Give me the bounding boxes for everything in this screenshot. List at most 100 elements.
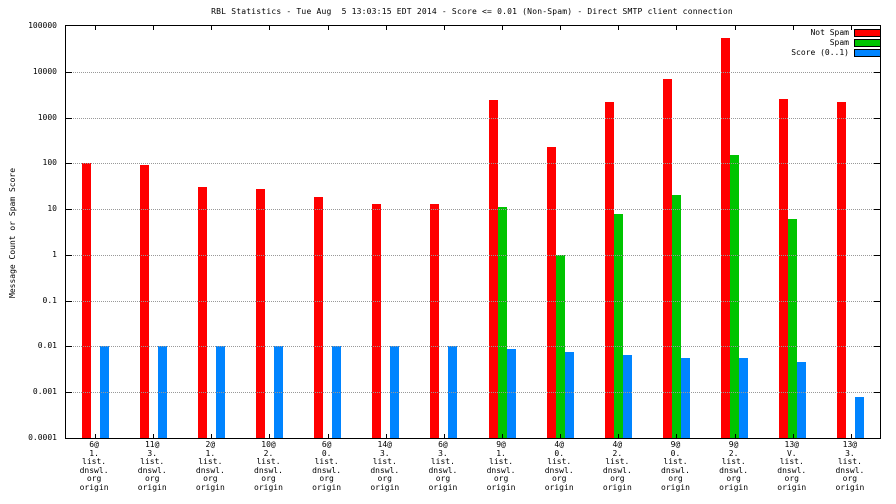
- gridline: [66, 71, 880, 73]
- x-axis-category-label: 2@ 1. list. dnswl. org origin: [195, 440, 225, 492]
- x-axis-tick: [443, 434, 445, 438]
- x-axis-tick: [95, 26, 97, 30]
- legend-label: Spam: [829, 38, 849, 47]
- bar-not-spam: [314, 197, 324, 438]
- y-tick-label: 1000: [37, 112, 57, 122]
- legend-label: Score (0..1): [791, 48, 849, 57]
- y-tick-label: 10000: [32, 66, 57, 76]
- y-axis-tick: [66, 254, 72, 256]
- x-axis-tick: [153, 434, 155, 438]
- legend-color-box: [854, 28, 881, 37]
- x-axis-tick: [560, 434, 562, 438]
- x-axis-tick: [850, 26, 852, 30]
- y-axis-tick: [66, 300, 72, 302]
- bar-score-0-1: [622, 355, 632, 438]
- y-axis-tick: [874, 71, 880, 73]
- x-axis-tick: [502, 434, 504, 438]
- x-axis-tick: [95, 434, 97, 438]
- bar-not-spam: [604, 101, 614, 438]
- y-tick-label: 0.001: [32, 387, 57, 397]
- bar-not-spam: [197, 187, 207, 438]
- y-axis-tick: [66, 209, 72, 211]
- bar-score-0-1: [797, 362, 807, 438]
- x-axis-category-label: 4@ 0. list. dnswl. org origin: [544, 440, 574, 492]
- x-axis-labels: 6@ 1. list. dnswl. org origin 11@ 3. list…: [65, 440, 879, 492]
- bar-cluster: [66, 26, 124, 438]
- x-axis-tick: [502, 26, 504, 30]
- x-axis-tick: [560, 26, 562, 30]
- y-axis-tick: [66, 71, 72, 73]
- y-axis-tick: [874, 392, 880, 394]
- y-axis-tick: [66, 392, 72, 394]
- y-axis-tick: [66, 163, 72, 165]
- x-axis-tick: [443, 26, 445, 30]
- x-axis-tick: [734, 26, 736, 30]
- x-axis-category-label: 6@ 1. list. dnswl. org origin: [79, 440, 109, 492]
- x-axis-tick: [792, 26, 794, 30]
- bar-spam: [497, 207, 507, 438]
- y-axis-tick: [874, 300, 880, 302]
- y-tick-label: 1: [52, 249, 57, 259]
- legend-item: Not Spam: [810, 28, 881, 37]
- bar-cluster: [415, 26, 473, 438]
- bar-cluster: [531, 26, 589, 438]
- bar-spam: [671, 195, 681, 438]
- x-axis-category-label: 10@ 2. list. dnswl. org origin: [254, 440, 283, 492]
- legend-label: Not Spam: [810, 28, 849, 37]
- x-axis-category-label: 9@ 2. list. dnswl. org origin: [719, 440, 749, 492]
- bar-not-spam: [372, 203, 382, 438]
- x-axis-category-label: 6@ 0. list. dnswl. org origin: [312, 440, 342, 492]
- x-axis-category-label: 13@ V. list. dnswl. org origin: [777, 440, 807, 492]
- legend-color-box: [854, 38, 881, 47]
- x-axis-tick: [850, 434, 852, 438]
- bar-cluster: [647, 26, 705, 438]
- gridline: [66, 300, 880, 302]
- bar-not-spam: [662, 78, 672, 438]
- x-axis-tick: [618, 26, 620, 30]
- bar-cluster: [764, 26, 822, 438]
- bar-cluster: [240, 26, 298, 438]
- x-axis-tick: [734, 434, 736, 438]
- x-axis-category-label: 4@ 2. list. dnswl. org origin: [602, 440, 632, 492]
- y-axis-tick: [66, 346, 72, 348]
- x-axis-tick: [385, 26, 387, 30]
- bar-cluster: [706, 26, 764, 438]
- legend-color-box: [854, 48, 881, 57]
- y-tick-label: 100000: [28, 21, 57, 30]
- y-tick-labels: 100000 10000 1000 100 10 1 0.1 0.01 0.001 0.0001: [0, 21, 61, 442]
- gridline: [66, 392, 880, 394]
- x-axis-tick: [211, 434, 213, 438]
- x-axis-category-label: 9@ 0. list. dnswl. org origin: [661, 440, 690, 492]
- chart-title: RBL Statistics - Tue Aug 5 13:03:15 EDT …: [211, 7, 733, 16]
- x-axis-tick: [618, 434, 620, 438]
- y-axis-tick: [874, 254, 880, 256]
- y-tick-label: 100: [42, 158, 57, 168]
- bar-score-0-1: [739, 358, 749, 438]
- bar-not-spam: [430, 203, 440, 438]
- x-axis-category-label: 6@ 3. list. dnswl. org origin: [428, 440, 458, 492]
- bar-score-0-1: [855, 396, 865, 438]
- bar-not-spam: [721, 37, 731, 438]
- x-axis-tick: [676, 434, 678, 438]
- bar-not-spam: [139, 165, 149, 438]
- bar-cluster: [473, 26, 531, 438]
- bar-spam: [788, 219, 798, 438]
- y-tick-label: 0.01: [37, 341, 57, 351]
- y-axis-tick: [874, 117, 880, 119]
- bar-spam: [613, 213, 623, 438]
- bar-cluster: [589, 26, 647, 438]
- x-axis-category-label: 11@ 3. list. dnswl. org origin: [137, 440, 167, 492]
- x-axis-tick: [327, 434, 329, 438]
- x-axis-tick: [385, 434, 387, 438]
- legend: Not Spam Spam Score (0..1): [791, 28, 881, 57]
- y-tick-label: 10: [47, 204, 57, 214]
- plot-area: [65, 25, 881, 439]
- bar-spam: [730, 155, 740, 438]
- bar-not-spam: [546, 146, 556, 438]
- gridline: [66, 117, 880, 119]
- gridline: [66, 254, 880, 256]
- bar-cluster: [124, 26, 182, 438]
- bar-not-spam: [837, 101, 847, 438]
- bar-clusters: [66, 26, 880, 438]
